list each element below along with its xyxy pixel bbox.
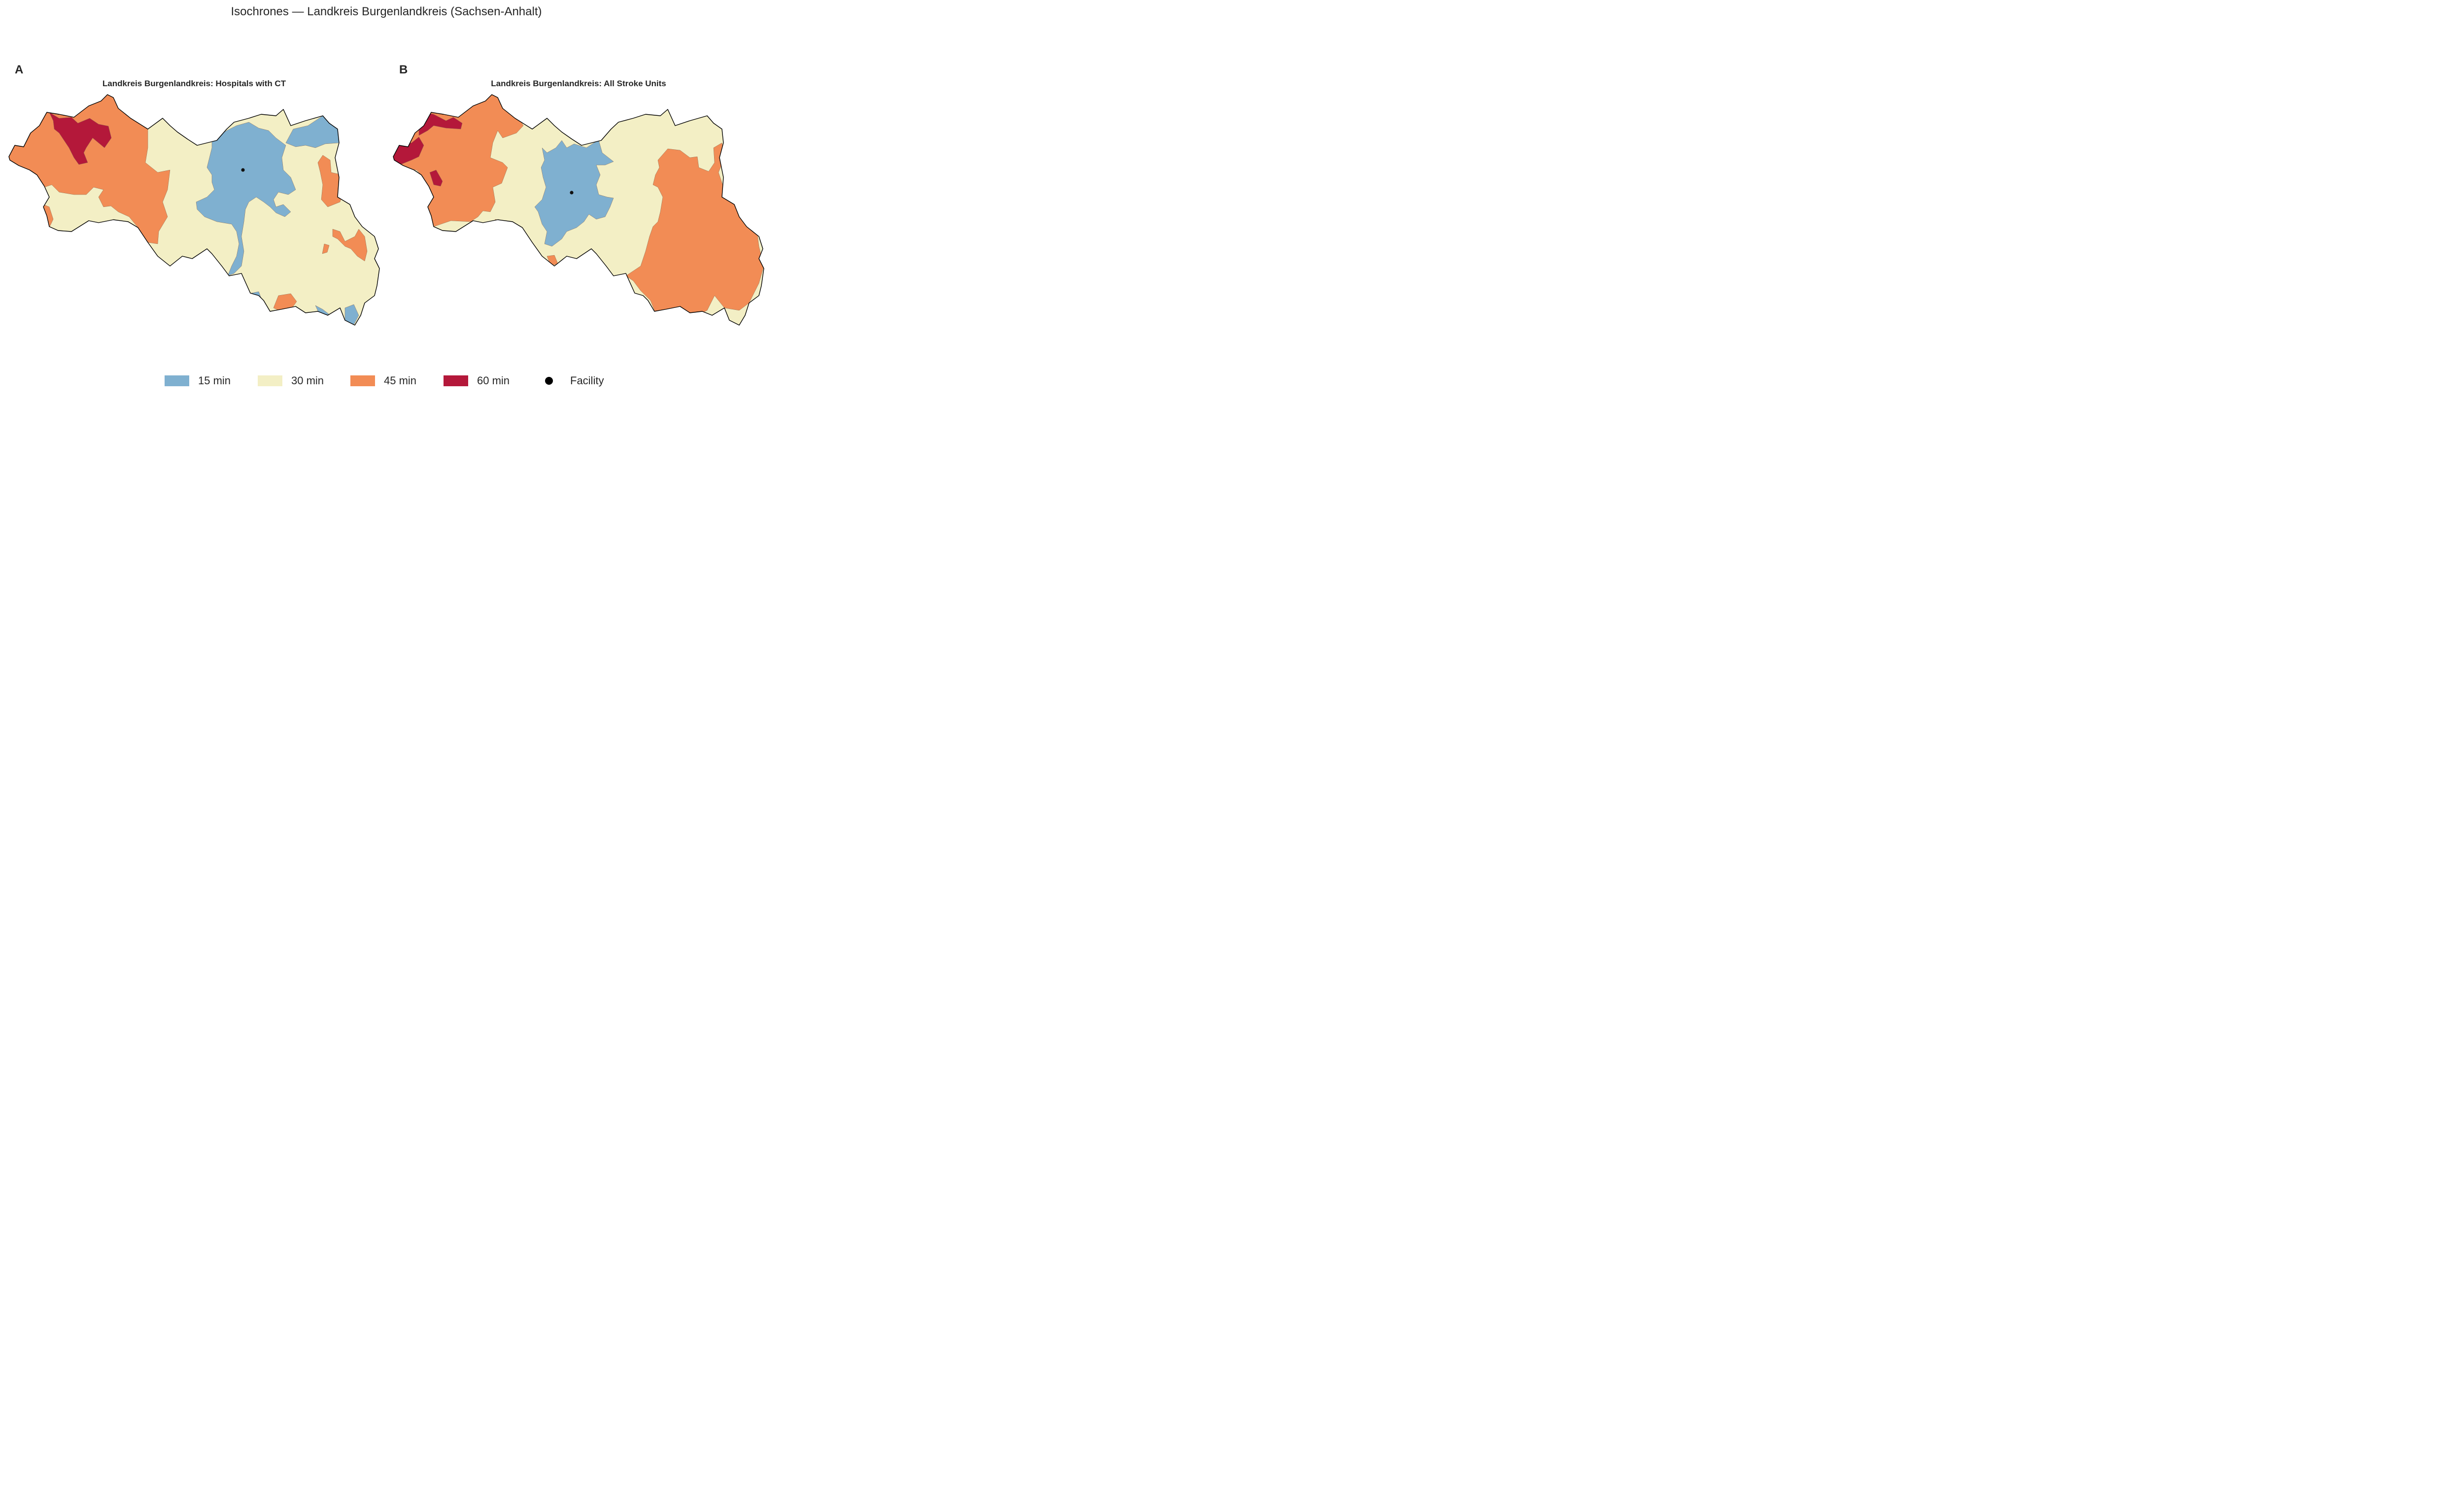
isochrone-maps — [8, 94, 764, 326]
legend-swatch-45-min — [350, 375, 375, 386]
legend-swatch-60-min — [444, 375, 468, 386]
legend-swatch-30-min — [258, 375, 282, 386]
legend-label-45-min: 45 min — [384, 374, 417, 387]
legend: 15 min 30 min 45 min 60 min Facility — [0, 372, 773, 392]
legend-label-30-min: 30 min — [291, 374, 324, 387]
panel-letter-a: A — [15, 63, 24, 76]
zone-45-min-a-pocket — [322, 243, 330, 254]
legend-item-45-min: 45 min — [350, 372, 416, 390]
legend-facility-dot — [545, 377, 553, 385]
map-panel-a — [8, 94, 380, 326]
panel-title-a: Landkreis Burgenlandkreis: Hospitals wit… — [102, 79, 286, 88]
legend-label-60-min: 60 min — [477, 374, 510, 387]
legend-item-30-min: 30 min — [258, 372, 324, 390]
panel-letter-b: B — [399, 63, 408, 76]
zone-60-min-b-north — [418, 112, 463, 136]
legend-swatch-15-min — [165, 375, 189, 386]
zone-15-min-a-central — [196, 122, 296, 276]
figure-title: Isochrones — Landkreis Burgenlandkreis (… — [231, 5, 542, 18]
legend-item-60-min: 60 min — [444, 372, 510, 390]
legend-label-facility: Facility — [570, 374, 604, 387]
zone-45-min-b-pocket — [494, 219, 501, 230]
zone-45-min-a-west — [9, 95, 171, 244]
zone-60-min-b-small — [429, 169, 443, 187]
map-panel-b — [393, 94, 764, 326]
zone-15-min-b-central — [534, 140, 614, 247]
zone-60-min-a — [49, 112, 112, 165]
panel-title-b: Landkreis Burgenlandkreis: All Stroke Un… — [491, 79, 666, 88]
facility-marker-b — [570, 191, 574, 195]
legend-label-15-min: 15 min — [198, 374, 231, 387]
legend-item-15-min: 15 min — [165, 372, 231, 390]
zone-45-min-a-southeast — [332, 229, 368, 262]
facility-marker-a — [241, 168, 245, 172]
legend-item-facility: Facility — [537, 372, 604, 390]
